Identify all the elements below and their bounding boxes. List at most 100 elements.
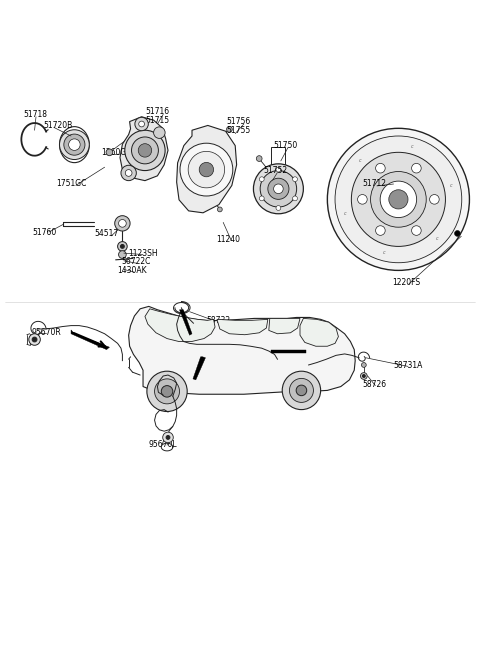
- Polygon shape: [120, 117, 168, 180]
- Polygon shape: [217, 319, 268, 335]
- Circle shape: [362, 375, 365, 377]
- Circle shape: [29, 334, 40, 345]
- Circle shape: [118, 241, 127, 251]
- Circle shape: [276, 167, 281, 172]
- Circle shape: [282, 371, 321, 409]
- Circle shape: [125, 170, 132, 176]
- Text: c: c: [411, 144, 414, 149]
- Circle shape: [180, 143, 233, 196]
- Text: c: c: [436, 236, 438, 241]
- Circle shape: [132, 137, 158, 164]
- Text: c: c: [344, 211, 347, 216]
- Text: 95670L: 95670L: [149, 440, 178, 449]
- Circle shape: [360, 373, 367, 379]
- Circle shape: [430, 195, 439, 204]
- Text: 1360GJ: 1360GJ: [101, 148, 128, 157]
- Circle shape: [227, 127, 232, 132]
- Circle shape: [155, 379, 180, 404]
- Circle shape: [293, 196, 298, 201]
- Polygon shape: [300, 318, 338, 346]
- Text: 51720B: 51720B: [43, 121, 72, 130]
- Text: 58731A: 58731A: [394, 361, 423, 370]
- Text: 58726: 58726: [362, 380, 386, 389]
- Circle shape: [361, 363, 366, 367]
- Circle shape: [139, 121, 144, 127]
- Circle shape: [32, 337, 37, 342]
- Circle shape: [138, 144, 152, 157]
- Polygon shape: [269, 318, 300, 334]
- Text: c: c: [359, 158, 361, 163]
- Polygon shape: [129, 306, 355, 394]
- Text: 56722C: 56722C: [121, 257, 150, 266]
- Circle shape: [274, 184, 283, 194]
- Text: 51752: 51752: [263, 166, 287, 175]
- Circle shape: [120, 245, 124, 249]
- Polygon shape: [180, 310, 192, 335]
- Circle shape: [69, 139, 80, 150]
- Circle shape: [358, 195, 367, 204]
- Circle shape: [64, 134, 85, 155]
- Circle shape: [69, 139, 80, 150]
- Circle shape: [253, 164, 303, 214]
- Bar: [271, 146, 285, 174]
- Circle shape: [260, 171, 297, 207]
- Circle shape: [121, 165, 136, 180]
- Text: 51712: 51712: [362, 180, 386, 188]
- Circle shape: [289, 379, 313, 402]
- Circle shape: [293, 177, 298, 182]
- Circle shape: [188, 152, 225, 188]
- Circle shape: [375, 163, 385, 173]
- Circle shape: [351, 152, 445, 247]
- Polygon shape: [271, 350, 306, 354]
- Text: 51718: 51718: [23, 110, 47, 119]
- Circle shape: [163, 432, 173, 443]
- Text: 1123SH: 1123SH: [129, 249, 158, 258]
- Circle shape: [455, 230, 460, 236]
- Circle shape: [276, 205, 281, 211]
- Text: 95670R: 95670R: [31, 328, 61, 337]
- Circle shape: [154, 127, 165, 138]
- Polygon shape: [193, 357, 205, 380]
- Circle shape: [259, 177, 264, 182]
- Circle shape: [335, 136, 462, 262]
- Text: 54517: 54517: [94, 230, 119, 238]
- Circle shape: [135, 117, 148, 131]
- Circle shape: [217, 207, 222, 212]
- Text: 1220FS: 1220FS: [393, 278, 421, 287]
- Text: 51715: 51715: [145, 116, 169, 125]
- Circle shape: [371, 171, 426, 227]
- Polygon shape: [145, 309, 215, 341]
- Circle shape: [296, 385, 307, 396]
- Circle shape: [389, 190, 408, 209]
- Text: 1125AB: 1125AB: [180, 160, 209, 169]
- Circle shape: [375, 226, 385, 236]
- Circle shape: [115, 216, 130, 231]
- Text: c: c: [383, 250, 385, 255]
- Circle shape: [268, 178, 289, 199]
- Circle shape: [259, 196, 264, 201]
- Text: 51750: 51750: [274, 141, 298, 150]
- Circle shape: [199, 163, 214, 177]
- Text: 1430AK: 1430AK: [117, 266, 147, 275]
- Circle shape: [411, 163, 421, 173]
- Text: 51756: 51756: [227, 117, 251, 126]
- Circle shape: [411, 226, 421, 236]
- Text: 11240: 11240: [216, 235, 240, 243]
- Text: 51755: 51755: [227, 126, 251, 134]
- Circle shape: [119, 220, 126, 227]
- Circle shape: [106, 149, 113, 155]
- Circle shape: [125, 131, 165, 171]
- Circle shape: [60, 130, 89, 159]
- Circle shape: [161, 386, 173, 397]
- Circle shape: [166, 436, 170, 440]
- Polygon shape: [177, 125, 237, 213]
- Circle shape: [119, 251, 126, 258]
- Circle shape: [64, 134, 85, 155]
- Circle shape: [327, 129, 469, 270]
- Circle shape: [380, 181, 417, 218]
- Text: c: c: [450, 183, 453, 188]
- Polygon shape: [71, 330, 109, 350]
- Circle shape: [256, 155, 262, 161]
- Circle shape: [147, 371, 187, 411]
- Text: 1751GC: 1751GC: [57, 180, 87, 188]
